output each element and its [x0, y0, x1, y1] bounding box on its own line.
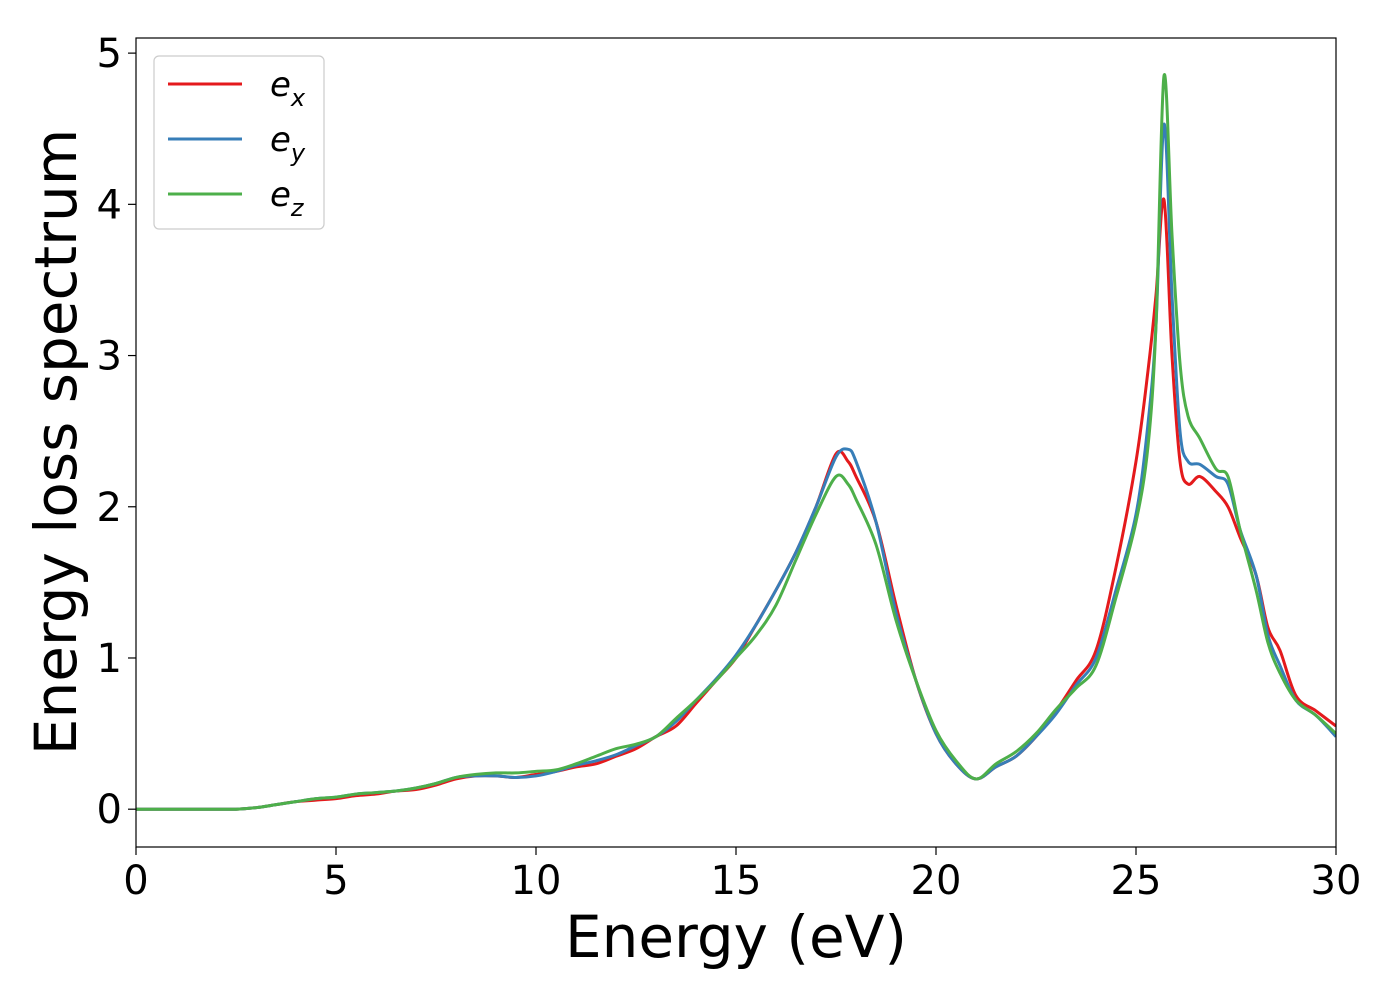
y-tick-label: 5 — [97, 31, 122, 77]
x-tick-label: 0 — [123, 858, 148, 904]
legend-label-y: ey — [270, 120, 306, 167]
legend-label-base: e — [270, 65, 291, 105]
y-tick-label: 1 — [97, 636, 122, 682]
y-tick-label: 0 — [97, 787, 122, 833]
x-tick-label: 30 — [1311, 858, 1362, 904]
legend-label-subscript: x — [290, 84, 306, 112]
legend-label-base: e — [270, 175, 291, 215]
y-axis-title: Energy loss spectrum — [22, 129, 90, 755]
legend-label-base: e — [270, 120, 291, 160]
x-axis-title: Energy (eV) — [565, 903, 907, 971]
legend-label-z: ez — [270, 175, 305, 222]
y-tick-label: 3 — [97, 334, 122, 380]
y-tick-label: 4 — [97, 182, 122, 228]
legend-label-subscript: z — [290, 194, 305, 222]
x-tick-label: 5 — [323, 858, 348, 904]
series-lines — [136, 73, 1336, 811]
axes-layer: 0 5 10 15 20 25 30 0 1 2 3 4 5 — [97, 31, 1362, 904]
plot-layer — [136, 73, 1336, 811]
x-tick-label: 15 — [711, 858, 762, 904]
x-tick-label: 10 — [511, 858, 562, 904]
legend-label-x: ex — [270, 65, 306, 112]
y-tick-label: 2 — [97, 485, 122, 531]
series-line-e-z — [136, 73, 1336, 811]
x-tick-label: 20 — [911, 858, 962, 904]
x-tick-label: 25 — [1111, 858, 1162, 904]
legend-box — [153, 55, 325, 230]
legend-label-subscript: y — [290, 139, 306, 167]
